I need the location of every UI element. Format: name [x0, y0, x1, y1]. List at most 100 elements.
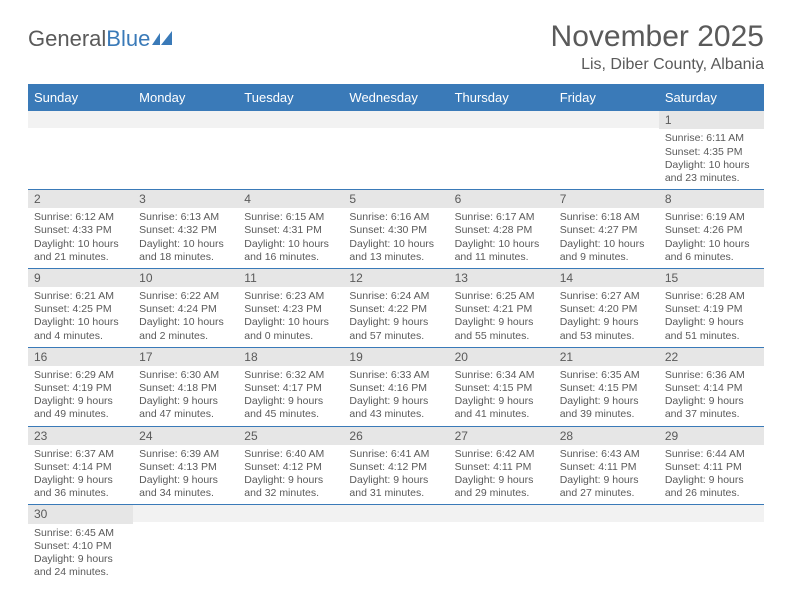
day-number [133, 111, 238, 128]
calendar-cell: 18Sunrise: 6:32 AMSunset: 4:17 PMDayligh… [238, 347, 343, 426]
day-details: Sunrise: 6:23 AMSunset: 4:23 PMDaylight:… [238, 287, 343, 347]
sunset-text: Sunset: 4:15 PM [560, 382, 653, 395]
calendar-page: GeneralBlue November 2025 Lis, Diber Cou… [0, 0, 792, 583]
calendar-cell [554, 505, 659, 583]
sunset-text: Sunset: 4:14 PM [34, 461, 127, 474]
daylight-text: Daylight: 10 hours and 9 minutes. [560, 238, 653, 264]
calendar-cell: 30Sunrise: 6:45 AMSunset: 4:10 PMDayligh… [28, 505, 133, 583]
sunrise-text: Sunrise: 6:13 AM [139, 211, 232, 224]
day-number: 14 [554, 269, 659, 287]
sunset-text: Sunset: 4:11 PM [560, 461, 653, 474]
day-details: Sunrise: 6:18 AMSunset: 4:27 PMDaylight:… [554, 208, 659, 268]
sunrise-text: Sunrise: 6:45 AM [34, 527, 127, 540]
sunset-text: Sunset: 4:23 PM [244, 303, 337, 316]
day-number: 29 [659, 427, 764, 445]
calendar-cell: 5Sunrise: 6:16 AMSunset: 4:30 PMDaylight… [343, 189, 448, 268]
sunrise-text: Sunrise: 6:41 AM [349, 448, 442, 461]
sunrise-text: Sunrise: 6:21 AM [34, 290, 127, 303]
day-header: Thursday [449, 84, 554, 111]
calendar-cell: 16Sunrise: 6:29 AMSunset: 4:19 PMDayligh… [28, 347, 133, 426]
day-header: Saturday [659, 84, 764, 111]
calendar-cell: 24Sunrise: 6:39 AMSunset: 4:13 PMDayligh… [133, 426, 238, 505]
day-details: Sunrise: 6:35 AMSunset: 4:15 PMDaylight:… [554, 366, 659, 426]
sunset-text: Sunset: 4:15 PM [455, 382, 548, 395]
day-details: Sunrise: 6:11 AMSunset: 4:35 PMDaylight:… [659, 129, 764, 189]
sunset-text: Sunset: 4:19 PM [34, 382, 127, 395]
daylight-text: Daylight: 10 hours and 16 minutes. [244, 238, 337, 264]
sunset-text: Sunset: 4:22 PM [349, 303, 442, 316]
day-number: 16 [28, 348, 133, 366]
day-details: Sunrise: 6:24 AMSunset: 4:22 PMDaylight:… [343, 287, 448, 347]
day-number: 27 [449, 427, 554, 445]
calendar-cell: 17Sunrise: 6:30 AMSunset: 4:18 PMDayligh… [133, 347, 238, 426]
day-number: 13 [449, 269, 554, 287]
sunset-text: Sunset: 4:35 PM [665, 146, 758, 159]
calendar-cell [238, 111, 343, 189]
day-details: Sunrise: 6:21 AMSunset: 4:25 PMDaylight:… [28, 287, 133, 347]
daylight-text: Daylight: 9 hours and 57 minutes. [349, 316, 442, 342]
sunset-text: Sunset: 4:14 PM [665, 382, 758, 395]
day-number [554, 505, 659, 522]
sunset-text: Sunset: 4:11 PM [665, 461, 758, 474]
daylight-text: Daylight: 10 hours and 13 minutes. [349, 238, 442, 264]
sunrise-text: Sunrise: 6:18 AM [560, 211, 653, 224]
calendar-cell: 11Sunrise: 6:23 AMSunset: 4:23 PMDayligh… [238, 268, 343, 347]
day-number: 7 [554, 190, 659, 208]
day-number: 4 [238, 190, 343, 208]
calendar-cell: 14Sunrise: 6:27 AMSunset: 4:20 PMDayligh… [554, 268, 659, 347]
day-details: Sunrise: 6:17 AMSunset: 4:28 PMDaylight:… [449, 208, 554, 268]
daylight-text: Daylight: 9 hours and 51 minutes. [665, 316, 758, 342]
sunrise-text: Sunrise: 6:11 AM [665, 132, 758, 145]
day-number: 3 [133, 190, 238, 208]
logo: GeneralBlue [28, 20, 174, 52]
sunset-text: Sunset: 4:19 PM [665, 303, 758, 316]
sunrise-text: Sunrise: 6:23 AM [244, 290, 337, 303]
daylight-text: Daylight: 10 hours and 18 minutes. [139, 238, 232, 264]
calendar-cell [238, 505, 343, 583]
day-details: Sunrise: 6:22 AMSunset: 4:24 PMDaylight:… [133, 287, 238, 347]
day-number: 17 [133, 348, 238, 366]
day-details: Sunrise: 6:25 AMSunset: 4:21 PMDaylight:… [449, 287, 554, 347]
sunrise-text: Sunrise: 6:16 AM [349, 211, 442, 224]
day-details: Sunrise: 6:13 AMSunset: 4:32 PMDaylight:… [133, 208, 238, 268]
calendar-cell [554, 111, 659, 189]
sunrise-text: Sunrise: 6:15 AM [244, 211, 337, 224]
sunset-text: Sunset: 4:12 PM [349, 461, 442, 474]
day-number: 18 [238, 348, 343, 366]
day-details: Sunrise: 6:30 AMSunset: 4:18 PMDaylight:… [133, 366, 238, 426]
sunset-text: Sunset: 4:18 PM [139, 382, 232, 395]
sunrise-text: Sunrise: 6:30 AM [139, 369, 232, 382]
sunset-text: Sunset: 4:30 PM [349, 224, 442, 237]
calendar-row: 16Sunrise: 6:29 AMSunset: 4:19 PMDayligh… [28, 347, 764, 426]
daylight-text: Daylight: 10 hours and 23 minutes. [665, 159, 758, 185]
calendar-cell: 8Sunrise: 6:19 AMSunset: 4:26 PMDaylight… [659, 189, 764, 268]
sunrise-text: Sunrise: 6:42 AM [455, 448, 548, 461]
day-number [343, 111, 448, 128]
calendar-row: 9Sunrise: 6:21 AMSunset: 4:25 PMDaylight… [28, 268, 764, 347]
daylight-text: Daylight: 10 hours and 11 minutes. [455, 238, 548, 264]
calendar-row: 23Sunrise: 6:37 AMSunset: 4:14 PMDayligh… [28, 426, 764, 505]
day-number: 15 [659, 269, 764, 287]
daylight-text: Daylight: 9 hours and 45 minutes. [244, 395, 337, 421]
daylight-text: Daylight: 9 hours and 24 minutes. [34, 553, 127, 579]
daylight-text: Daylight: 9 hours and 27 minutes. [560, 474, 653, 500]
day-number [449, 111, 554, 128]
calendar-cell: 7Sunrise: 6:18 AMSunset: 4:27 PMDaylight… [554, 189, 659, 268]
sunset-text: Sunset: 4:26 PM [665, 224, 758, 237]
daylight-text: Daylight: 9 hours and 37 minutes. [665, 395, 758, 421]
calendar-cell [343, 111, 448, 189]
day-number: 12 [343, 269, 448, 287]
calendar-cell: 25Sunrise: 6:40 AMSunset: 4:12 PMDayligh… [238, 426, 343, 505]
calendar-cell: 13Sunrise: 6:25 AMSunset: 4:21 PMDayligh… [449, 268, 554, 347]
sunset-text: Sunset: 4:33 PM [34, 224, 127, 237]
sunset-text: Sunset: 4:21 PM [455, 303, 548, 316]
day-number: 25 [238, 427, 343, 445]
logo-flag-icon [152, 31, 174, 47]
sunset-text: Sunset: 4:17 PM [244, 382, 337, 395]
day-number [343, 505, 448, 522]
day-number: 20 [449, 348, 554, 366]
day-number: 22 [659, 348, 764, 366]
day-details: Sunrise: 6:41 AMSunset: 4:12 PMDaylight:… [343, 445, 448, 505]
calendar-cell: 12Sunrise: 6:24 AMSunset: 4:22 PMDayligh… [343, 268, 448, 347]
calendar-cell: 6Sunrise: 6:17 AMSunset: 4:28 PMDaylight… [449, 189, 554, 268]
